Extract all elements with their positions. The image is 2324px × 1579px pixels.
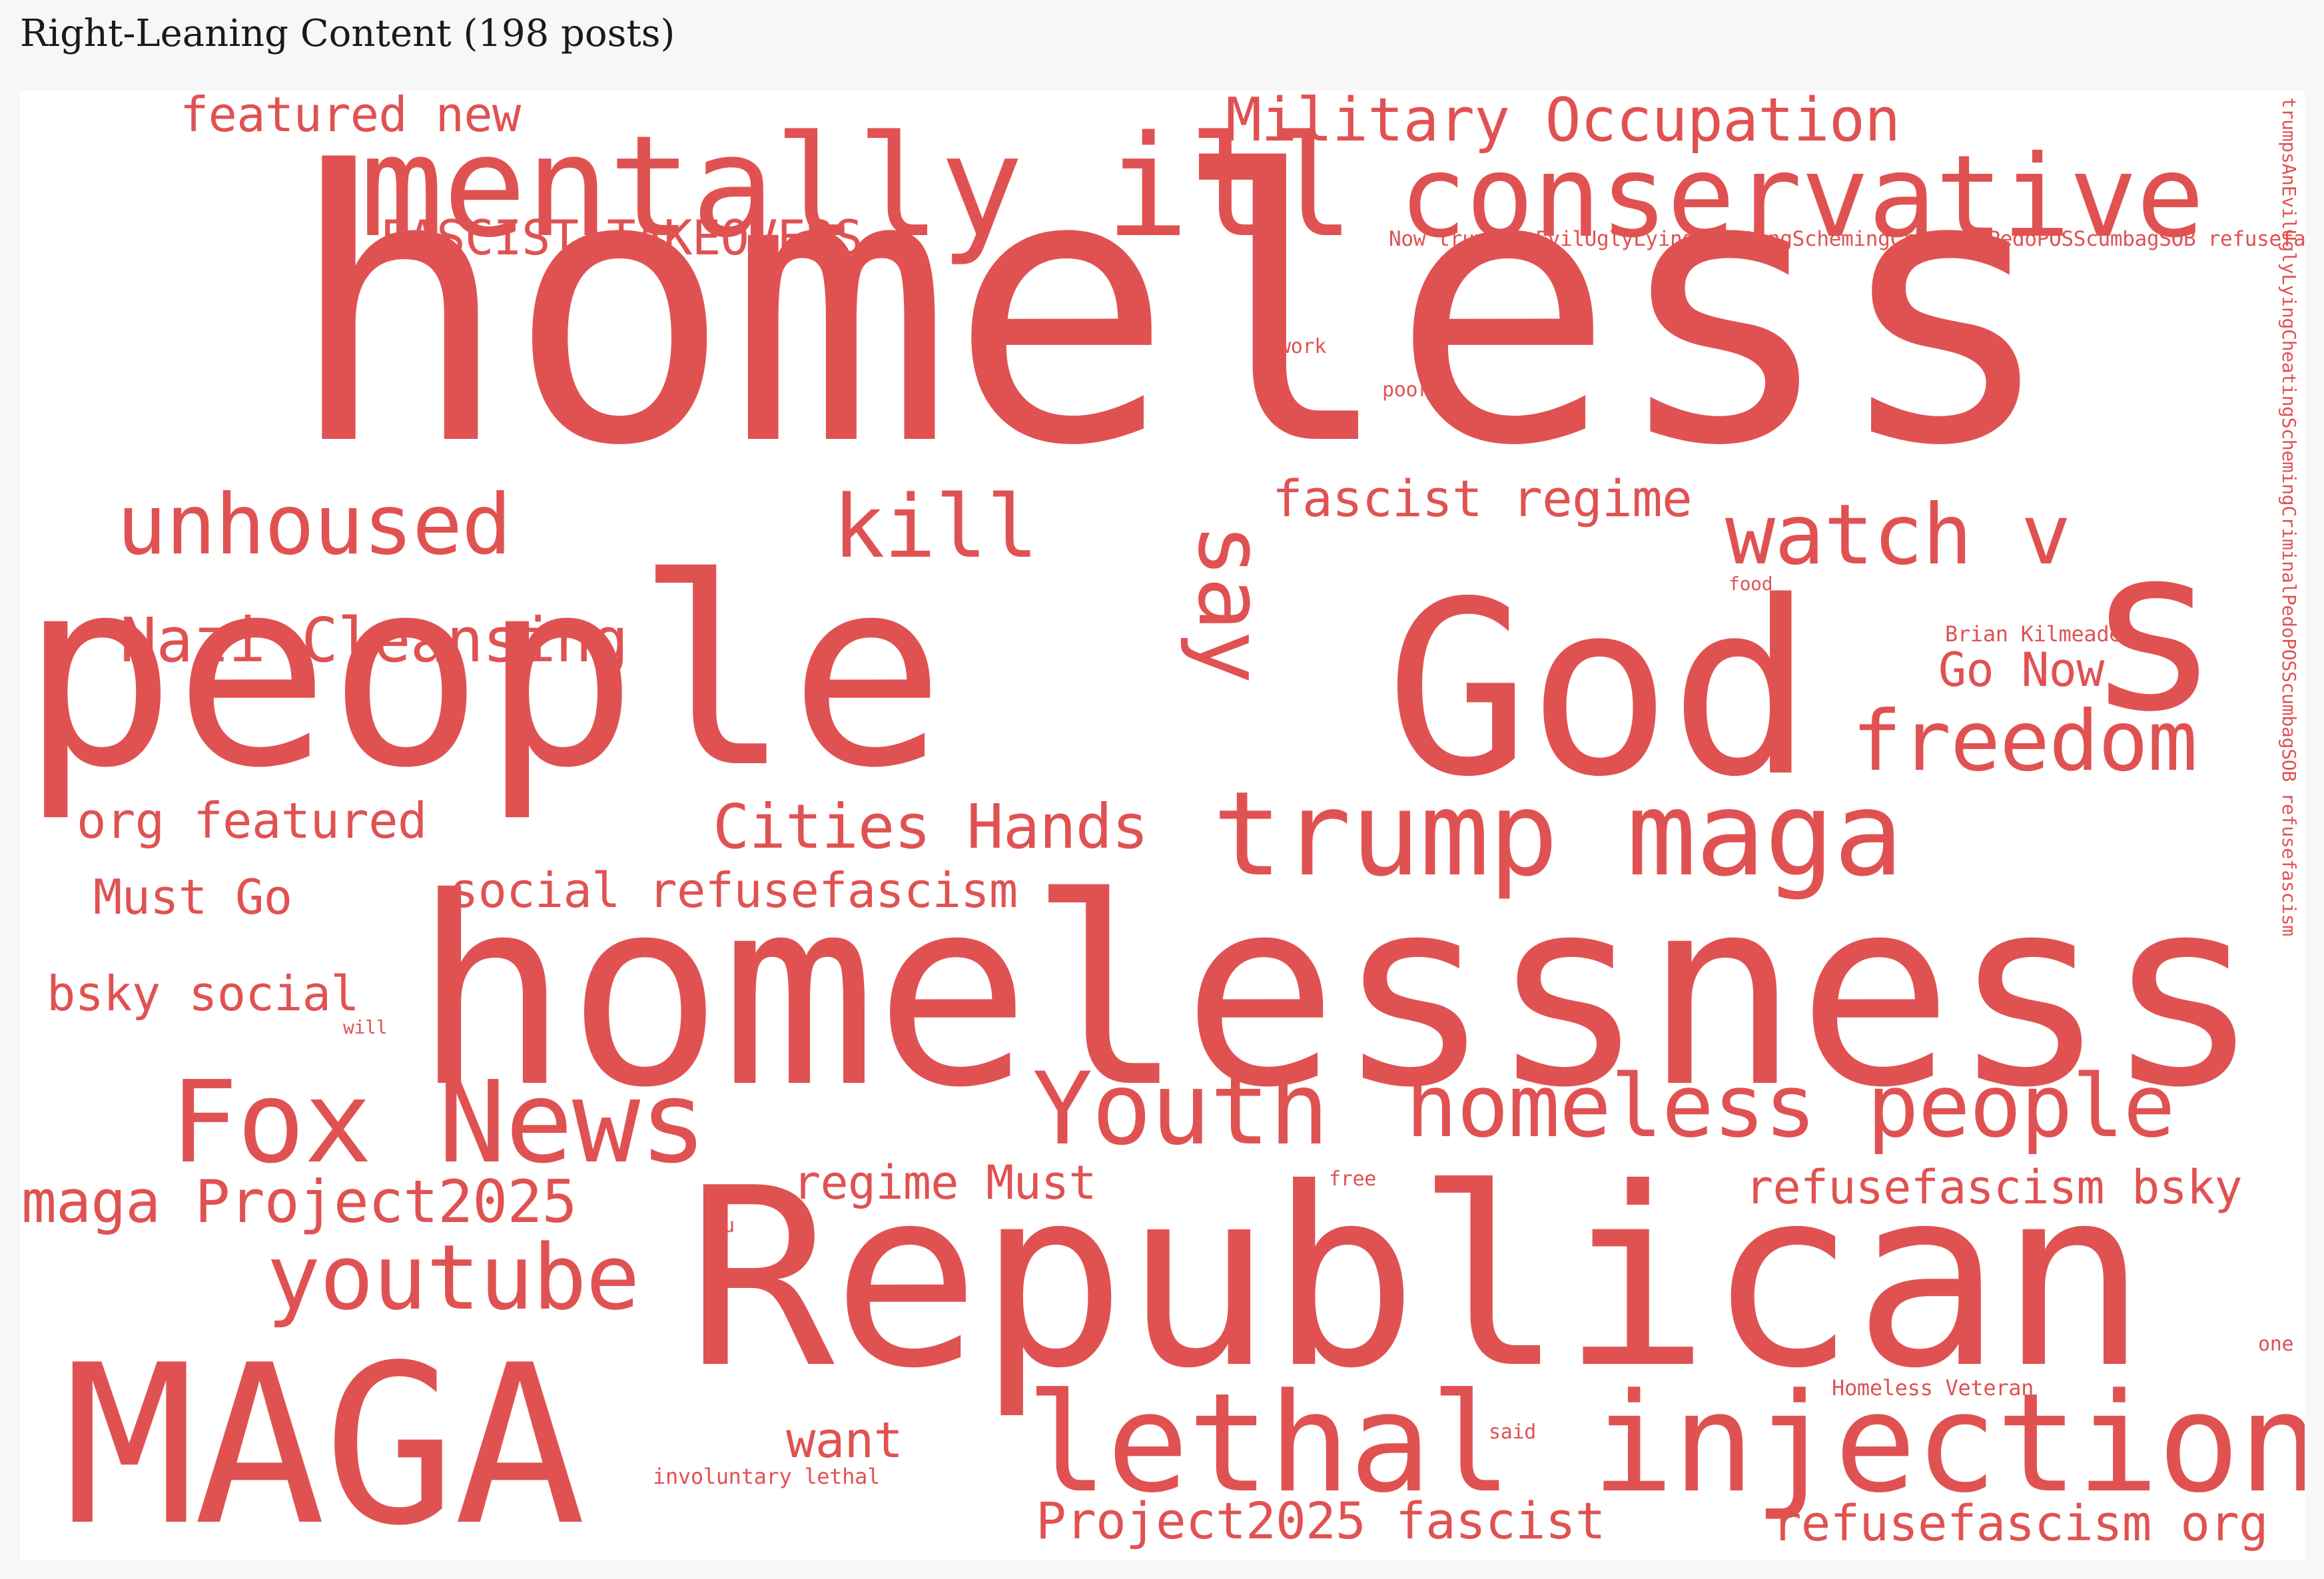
word-youtube: youtube bbox=[266, 1225, 640, 1330]
word-bsky-social: bsky social bbox=[47, 966, 360, 1022]
word-poor: poor bbox=[1382, 378, 1430, 402]
page-title: Right-Leaning Content (198 posts) bbox=[20, 12, 675, 55]
word-said: said bbox=[1489, 1421, 1537, 1444]
word-org-featured: org featured bbox=[77, 792, 427, 850]
word-now-trumps-long: Now trumpsAnEvilUglyLyingCheatingSchemin… bbox=[1389, 227, 2305, 251]
word-kill: kill bbox=[833, 476, 1038, 577]
word-youth: Youth bbox=[1032, 1052, 1330, 1167]
word-unhoused: unhoused bbox=[117, 477, 512, 573]
word-involuntary-lethal: involuntary lethal bbox=[653, 1464, 881, 1489]
word-food: food bbox=[1729, 573, 1773, 595]
word-project2025-fascist: Project2025 fascist bbox=[1036, 1491, 1606, 1550]
word-fox-news: Fox News bbox=[170, 1057, 707, 1189]
word-go-now: Go Now bbox=[1938, 643, 2104, 697]
word-refusefascism-bsky: refusefascism bsky bbox=[1745, 1160, 2243, 1215]
word-fascist-regime: fascist regime bbox=[1272, 469, 1693, 528]
word-fascist-takeovers: FASCIST TAKEOVERS bbox=[380, 210, 863, 266]
word-maga: MAGA bbox=[63, 1318, 586, 1560]
word-god: God bbox=[1385, 550, 1814, 829]
word-s: s bbox=[2085, 498, 2221, 762]
word-trumps-long-vertical: trumpsAnEvilUglyLyingCheatingSchemingCri… bbox=[2278, 97, 2300, 936]
word-nazi-cleansing: Nazi Cleansing bbox=[120, 605, 628, 676]
word-want: want bbox=[786, 1412, 903, 1469]
word-will: will bbox=[343, 1016, 388, 1038]
word-u: u bbox=[723, 1214, 735, 1237]
word-brian-kilmeade: Brian Kilmeade bbox=[1945, 621, 2122, 647]
word-freedom: freedom bbox=[1852, 693, 2197, 790]
word-lethal-injection: lethal injection bbox=[1026, 1365, 2305, 1523]
word-republican: Republican bbox=[686, 1136, 2147, 1422]
word-watch-v: watch v bbox=[1725, 487, 2071, 583]
word-mentally-ill: mentally ill bbox=[360, 105, 1355, 268]
word-refusefascism-org: refusefascism org bbox=[1772, 1495, 2269, 1552]
word-trump-maga: trump maga bbox=[1212, 767, 1904, 902]
word-featured-new: featured new bbox=[180, 91, 521, 143]
word-cloud: homeless homelessness Republican people … bbox=[20, 91, 2305, 1560]
word-free: free bbox=[1329, 1167, 1377, 1191]
word-say: say bbox=[1178, 523, 1283, 683]
word-one: one bbox=[2258, 1333, 2294, 1356]
word-homeless-people: homeless people bbox=[1405, 1056, 2175, 1157]
word-conservative: conservative bbox=[1399, 131, 2204, 263]
word-homeless-veteran: Homeless Veteran bbox=[1832, 1375, 2034, 1401]
word-maga-project2025: maga Project2025 bbox=[21, 1167, 577, 1236]
word-social-refusefascism: social refusefascism bbox=[450, 862, 1018, 918]
word-work: work bbox=[1279, 335, 1327, 358]
word-regime-must: regime Must bbox=[793, 1155, 1097, 1210]
word-cities-hands: Cities Hands bbox=[713, 791, 1149, 862]
word-people: people bbox=[20, 522, 945, 824]
word-military-occupation: Military Occupation bbox=[1226, 91, 1900, 155]
word-homeless: homeless bbox=[286, 93, 2057, 527]
word-homelessness: homelessness bbox=[413, 842, 2261, 1144]
word-must-go: Must Go bbox=[93, 869, 292, 925]
